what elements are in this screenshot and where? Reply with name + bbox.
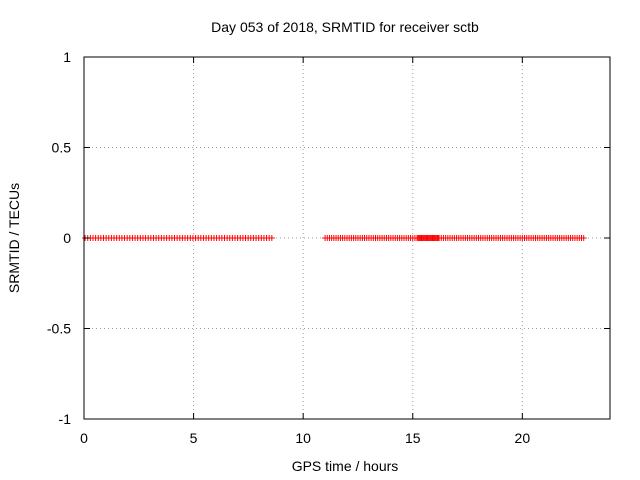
data-point [436,235,443,241]
data-point [268,235,275,241]
data-point [580,235,587,241]
y-axis-label: SRMTID / TECUs [6,183,22,293]
x-axis-label: GPS time / hours [292,458,399,474]
data-points [82,235,587,241]
x-tick-label: 0 [80,430,88,446]
y-tick-label: 0.5 [52,140,72,156]
y-tick-label: 1 [63,49,71,65]
axis-ticks [83,56,610,420]
x-tick-label: 20 [515,430,531,446]
y-tick-labels: 1 0.5 0 -0.5 -1 [47,49,71,427]
x-tick-label: 15 [405,430,421,446]
y-tick-label: 0 [63,230,71,246]
chart-title: Day 053 of 2018, SRMTID for receiver sct… [211,19,479,35]
x-tick-label: 10 [295,430,311,446]
x-tick-label: 5 [190,430,198,446]
y-tick-label: -0.5 [47,321,71,337]
y-tick-label: -1 [59,411,72,427]
x-tick-labels: 0 5 10 15 20 [80,430,530,446]
